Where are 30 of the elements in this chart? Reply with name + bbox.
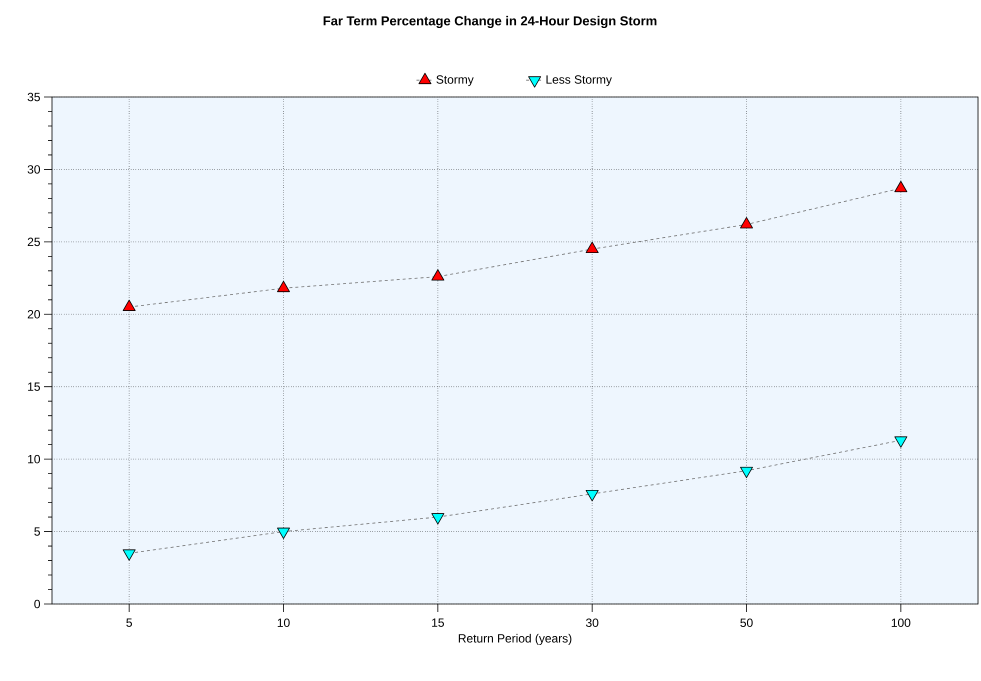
x-tick-label: 100: [892, 618, 910, 627]
legend-label: Stormy: [436, 75, 474, 86]
x-tick-label: 15: [432, 618, 444, 627]
y-tick-label: 30: [28, 165, 40, 174]
point: [586, 242, 599, 253]
x-tick-label: 5: [126, 618, 132, 627]
chart-title: Far Term Percentage Change in 24-Hour Design Storm: [324, 16, 656, 28]
legend-label: Less Stormy: [546, 75, 612, 86]
y-tick-label: 5: [34, 527, 40, 536]
point: [894, 436, 908, 448]
point: [122, 549, 136, 561]
point: [740, 466, 753, 478]
x-tick-label: 50: [740, 618, 753, 627]
y-tick-label: 15: [28, 382, 40, 391]
y-tick-label: 10: [28, 454, 40, 464]
point: [431, 269, 444, 281]
point: [740, 217, 753, 228]
x-tick-label: 30: [586, 618, 598, 627]
point: [586, 490, 599, 502]
point: [894, 180, 908, 192]
point: [277, 528, 290, 539]
y-tick-label: 20: [28, 310, 40, 319]
y-tick-label: 35: [28, 92, 40, 102]
point: [431, 513, 444, 524]
point: [122, 300, 136, 311]
y-tick-label: 0: [34, 600, 40, 608]
y-tick-label: 25: [28, 238, 40, 246]
x-axis-title: Return Period (years): [458, 634, 572, 645]
point: [277, 280, 290, 292]
x-tick-label: 10: [278, 618, 290, 627]
